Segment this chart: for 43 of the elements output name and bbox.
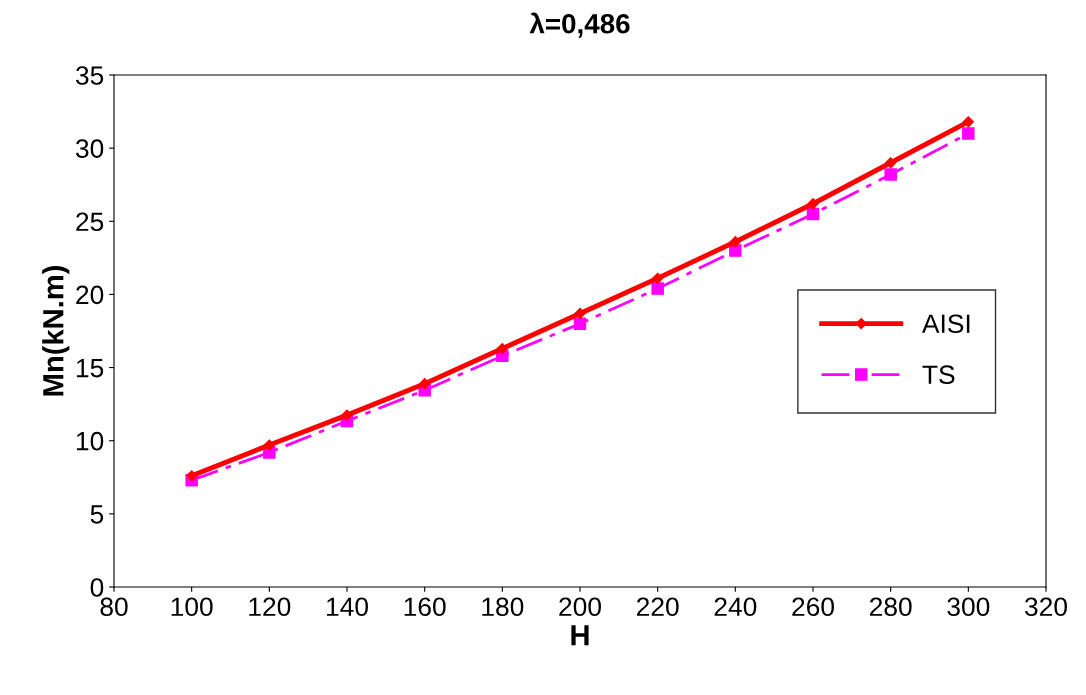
point — [807, 198, 819, 210]
y-tick-label: 25 — [76, 212, 104, 232]
y-tick-label: 20 — [76, 285, 104, 305]
y-tick-label: 15 — [76, 358, 104, 378]
point — [729, 236, 741, 248]
point — [885, 157, 897, 169]
x-axis-title: H — [571, 625, 589, 646]
point — [496, 342, 508, 355]
point — [652, 272, 664, 284]
y-tick-label: 0 — [90, 578, 104, 597]
point — [263, 439, 275, 451]
legend-label: TS — [922, 365, 955, 385]
chart-title: λ=0,486 — [529, 12, 630, 38]
y-tick-label: 30 — [75, 139, 104, 158]
y-tick-label: 10 — [76, 431, 104, 451]
point — [341, 409, 353, 421]
x-tick-label: 280 — [869, 597, 912, 617]
x-tick-label: 160 — [404, 597, 446, 617]
point — [574, 307, 586, 320]
y-axis-title: Mn(kN.m) — [42, 266, 70, 396]
y-tick-label: 35 — [75, 66, 104, 85]
point — [573, 317, 587, 330]
point — [729, 244, 742, 257]
point — [419, 378, 431, 390]
x-tick-label: 240 — [714, 597, 757, 617]
point — [962, 127, 975, 140]
x-tick-label: 140 — [327, 597, 368, 617]
y-tick-label: 5 — [90, 505, 104, 524]
point — [186, 470, 198, 482]
x-tick-label: 260 — [792, 597, 834, 617]
x-tick-label: 220 — [636, 597, 679, 617]
x-tick-label: 300 — [947, 597, 990, 617]
legend-label: AISI — [921, 314, 970, 334]
x-tick-label: 200 — [559, 597, 601, 617]
x-tick-label: 180 — [482, 597, 524, 617]
x-tick-label: 80 — [100, 597, 128, 617]
x-tick-label: 320 — [1024, 597, 1067, 617]
point — [806, 207, 820, 221]
point — [651, 282, 664, 295]
x-tick-label: 100 — [171, 597, 213, 617]
x-tick-label: 120 — [249, 597, 291, 617]
point — [884, 168, 897, 181]
point — [962, 116, 974, 128]
